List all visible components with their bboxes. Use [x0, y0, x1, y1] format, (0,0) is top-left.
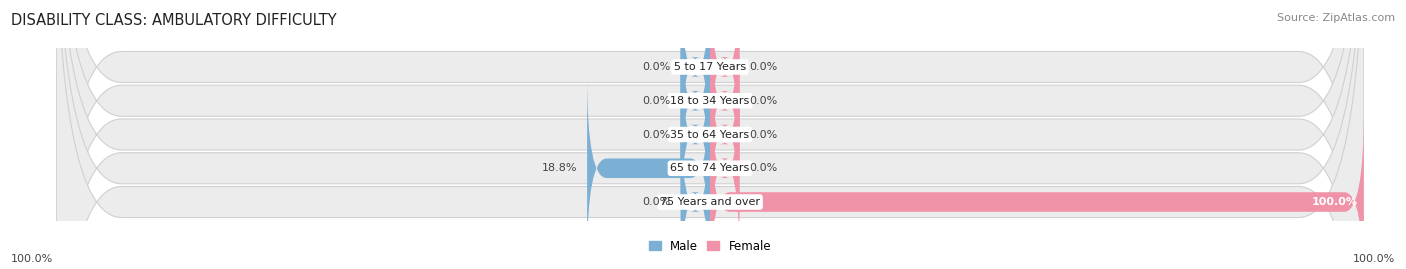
FancyBboxPatch shape [681, 111, 710, 269]
Text: 0.0%: 0.0% [749, 129, 778, 140]
Text: 0.0%: 0.0% [643, 96, 671, 106]
Text: 5 to 17 Years: 5 to 17 Years [673, 62, 747, 72]
FancyBboxPatch shape [681, 0, 710, 158]
FancyBboxPatch shape [56, 0, 1364, 269]
Text: 0.0%: 0.0% [643, 197, 671, 207]
FancyBboxPatch shape [710, 77, 740, 260]
FancyBboxPatch shape [710, 0, 740, 158]
Text: 18.8%: 18.8% [541, 163, 578, 173]
Text: DISABILITY CLASS: AMBULATORY DIFFICULTY: DISABILITY CLASS: AMBULATORY DIFFICULTY [11, 13, 337, 29]
Text: 0.0%: 0.0% [643, 62, 671, 72]
Text: 35 to 64 Years: 35 to 64 Years [671, 129, 749, 140]
Text: 0.0%: 0.0% [749, 163, 778, 173]
Text: 100.0%: 100.0% [1353, 254, 1395, 264]
Text: 0.0%: 0.0% [643, 129, 671, 140]
FancyBboxPatch shape [710, 43, 740, 226]
FancyBboxPatch shape [681, 43, 710, 226]
Text: 65 to 74 Years: 65 to 74 Years [671, 163, 749, 173]
Legend: Male, Female: Male, Female [648, 240, 772, 253]
FancyBboxPatch shape [710, 9, 740, 192]
FancyBboxPatch shape [56, 0, 1364, 269]
Text: 100.0%: 100.0% [11, 254, 53, 264]
FancyBboxPatch shape [56, 0, 1364, 269]
FancyBboxPatch shape [681, 9, 710, 192]
FancyBboxPatch shape [710, 111, 1364, 269]
FancyBboxPatch shape [588, 77, 710, 260]
FancyBboxPatch shape [56, 0, 1364, 269]
Text: Source: ZipAtlas.com: Source: ZipAtlas.com [1277, 13, 1395, 23]
Text: 75 Years and over: 75 Years and over [659, 197, 761, 207]
FancyBboxPatch shape [56, 0, 1364, 269]
Text: 18 to 34 Years: 18 to 34 Years [671, 96, 749, 106]
Text: 100.0%: 100.0% [1312, 197, 1357, 207]
Text: 0.0%: 0.0% [749, 62, 778, 72]
Text: 0.0%: 0.0% [749, 96, 778, 106]
